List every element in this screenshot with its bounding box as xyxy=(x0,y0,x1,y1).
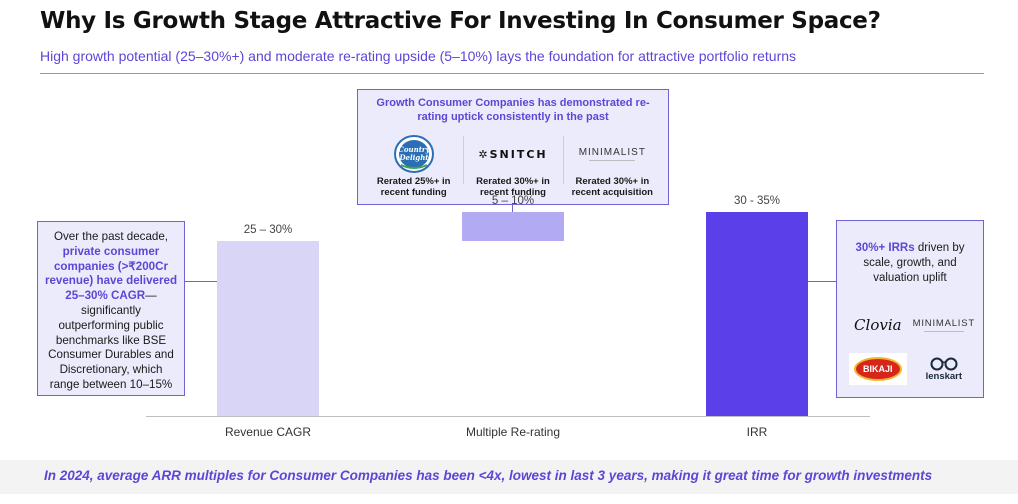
page-subtitle: High growth potential (25–30%+) and mode… xyxy=(40,48,797,64)
minimalist-logo-small: MINIMALIST xyxy=(913,307,975,343)
multiple-rerating-data-label: 5 – 10% xyxy=(491,194,535,207)
irr-callout-rest: driven by scale, growth, and valuation u… xyxy=(863,242,965,284)
revenue-cagr-category-label: Revenue CAGR xyxy=(224,425,312,439)
right-connector xyxy=(808,281,836,282)
irr-category-label: IRR xyxy=(746,425,768,439)
callout-intro: Over the past decade, xyxy=(53,230,169,243)
callout-highlight: private consumer companies (>₹200Cr reve… xyxy=(44,244,178,303)
bikaji-logo: BIKAJI xyxy=(847,351,909,387)
minimalist-column: MINIMALIST Rerated 30%+ in recent acquis… xyxy=(562,134,662,202)
multiple-rerating-bar xyxy=(462,211,564,241)
page-title: Why Is Growth Stage Attractive For Inves… xyxy=(40,8,881,34)
revenue-cagr-bar xyxy=(217,240,319,416)
left-connector xyxy=(185,281,218,282)
lenskart-logo: lenskart xyxy=(913,351,975,387)
svg-text:Delight: Delight xyxy=(398,153,429,162)
footer-banner: In 2024, average ARR multiples for Consu… xyxy=(0,460,1018,494)
country-delight-logo: Country Delight xyxy=(393,135,434,173)
rerating-callout-heading: Growth Consumer Companies has demonstrat… xyxy=(376,97,650,123)
irr-data-label: 30 - 35% xyxy=(733,194,781,207)
minimalist-logo: MINIMALIST xyxy=(578,147,646,158)
multiple-rerating-category-label: Multiple Re-rating xyxy=(465,425,561,439)
irr-callout: 30%+ IRRs driven by scale, growth, and v… xyxy=(836,220,984,398)
revenue-cagr-data-label: 25 – 30% xyxy=(243,223,293,236)
snitch-logo: ✲SNITCH xyxy=(478,147,548,161)
snitch-caption: Rerated 30%+ in recent funding xyxy=(476,176,550,198)
lenskart-glasses-icon xyxy=(930,357,958,370)
svg-text:Country: Country xyxy=(398,145,430,154)
revenue-cagr-callout: Over the past decade, private consumer c… xyxy=(37,221,185,396)
callout-rest: — significantly outperforming public ben… xyxy=(48,289,174,391)
clovia-logo: Clovia xyxy=(854,316,902,334)
title-divider xyxy=(40,73,984,74)
irr-callout-text: 30%+ IRRs driven by scale, growth, and v… xyxy=(837,241,983,286)
snitch-column: ✲SNITCH Rerated 30%+ in recent funding xyxy=(463,134,562,202)
irr-callout-highlight: 30%+ IRRs xyxy=(855,242,915,254)
irr-bar xyxy=(706,211,808,416)
chart-baseline xyxy=(146,416,870,417)
rerating-callout: Growth Consumer Companies has demonstrat… xyxy=(357,89,669,205)
minimalist-caption: Rerated 30%+ in recent acquisition xyxy=(571,176,653,198)
country-delight-column: Country Delight Rerated 25%+ in recent f… xyxy=(364,134,463,202)
minimalist-underline xyxy=(589,160,636,161)
footer-text: In 2024, average ARR multiples for Consu… xyxy=(44,468,933,483)
country-delight-caption: Rerated 25%+ in recent funding xyxy=(376,176,451,198)
